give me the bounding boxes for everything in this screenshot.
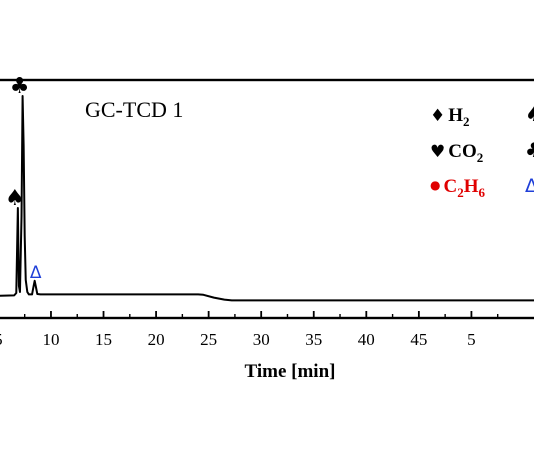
x-axis-title: Time [min] [245,361,336,382]
legend-clipped-symbol: Δ [525,175,534,197]
legend-entry: ● C2H6 [430,176,486,200]
x-axis-ticks: 5 10 15 20 25 30 35 40 45 5 [0,311,499,349]
x-tick-label: 5 [0,330,3,349]
plot-border [0,78,534,320]
legend-entry: ♥ CO2 [430,141,483,165]
legend-clipped-symbol: ♣ [525,138,534,162]
peak-marker: ♠ [5,186,25,211]
x-tick-label: 20 [148,330,165,349]
legend-clipped-column: ♠ ♣ Δ [525,102,534,197]
x-tick-label: 45 [410,330,427,349]
signal-trace [0,95,534,302]
peak-marker: Δ [30,263,42,283]
peak-marker: ♣ [10,74,30,99]
x-tick-label: 10 [42,330,59,349]
legend-clipped-symbol: ♠ [525,102,534,126]
plot-frame [0,78,534,320]
legend: ♦ H2 ♥ CO2 ● C2H6 [430,105,486,200]
legend-entry: ♦ H2 [430,105,470,129]
x-tick-label: 35 [305,330,322,349]
chart-title: GC-TCD 1 [85,97,183,122]
x-tick-label: 5 [467,330,476,349]
peak-markers: ♠ ♣ Δ [5,74,42,283]
x-tick-label: 15 [95,330,112,349]
signal-trace-group [0,95,534,302]
x-tick-label: 30 [253,330,270,349]
x-tick-label: 40 [358,330,375,349]
x-tick-label: 25 [200,330,217,349]
